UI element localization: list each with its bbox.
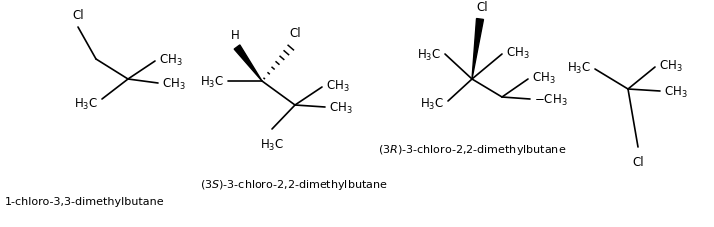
Text: CH$_3$: CH$_3$ — [532, 70, 555, 85]
Text: H$_3$C: H$_3$C — [74, 96, 98, 111]
Text: H: H — [231, 29, 239, 42]
Text: CH$_3$: CH$_3$ — [506, 45, 530, 60]
Text: H$_3$C: H$_3$C — [200, 74, 224, 89]
Text: CH$_3$: CH$_3$ — [162, 76, 186, 91]
Text: H$_3$C: H$_3$C — [417, 47, 441, 62]
Text: CH$_3$: CH$_3$ — [659, 58, 683, 73]
Text: H$_3$C: H$_3$C — [420, 96, 444, 111]
Text: Cl: Cl — [289, 27, 301, 40]
Text: $-$CH$_3$: $-$CH$_3$ — [534, 92, 568, 107]
Text: (3$R$)-3-chloro-2,2-dimethylbutane: (3$R$)-3-chloro-2,2-dimethylbutane — [378, 142, 566, 156]
Text: CH$_3$: CH$_3$ — [326, 78, 350, 93]
Text: H$_3$C: H$_3$C — [567, 60, 591, 75]
Text: CH$_3$: CH$_3$ — [159, 52, 183, 67]
Text: Cl: Cl — [72, 9, 84, 22]
Text: CH$_3$: CH$_3$ — [329, 100, 353, 115]
Text: 1-chloro-3,3-dimethylbutane: 1-chloro-3,3-dimethylbutane — [5, 196, 165, 206]
Text: Cl: Cl — [632, 155, 644, 168]
Polygon shape — [472, 20, 483, 80]
Text: Cl: Cl — [476, 1, 488, 14]
Polygon shape — [234, 46, 262, 82]
Text: (3$S$)-3-chloro-2,2-dimethylbutane: (3$S$)-3-chloro-2,2-dimethylbutane — [200, 177, 388, 191]
Text: H$_3$C: H$_3$C — [260, 137, 284, 152]
Text: CH$_3$: CH$_3$ — [664, 84, 688, 99]
